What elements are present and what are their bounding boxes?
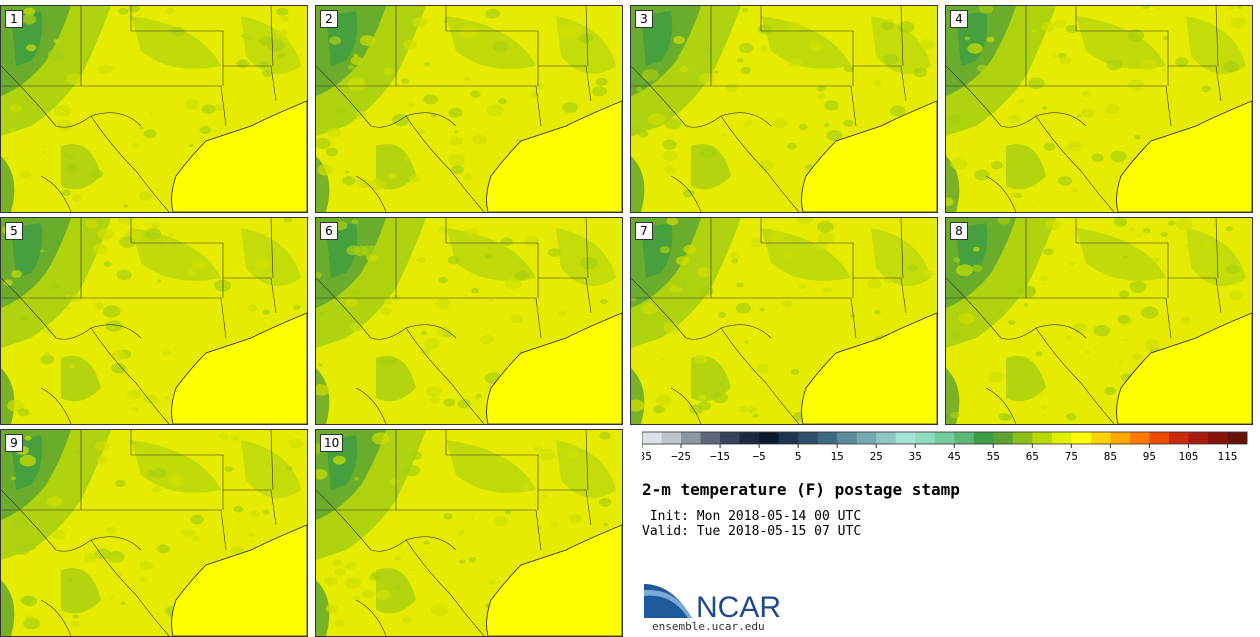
map-panel-1: 1 — [0, 5, 308, 213]
map-panel-4: 4 — [945, 5, 1253, 213]
panel-number-label: 10 — [320, 434, 344, 452]
chart-title: 2-m temperature (F) postage stamp — [642, 480, 960, 499]
panel-number-label: 1 — [5, 10, 23, 28]
colorbar-segment — [895, 432, 916, 444]
colorbar-tick-label: −5 — [752, 450, 765, 463]
colorbar-tick-label: −25 — [671, 450, 691, 463]
panel-number-label: 6 — [320, 222, 338, 240]
colorbar-tick-label: 115 — [1218, 450, 1238, 463]
colorbar-segment — [1071, 432, 1092, 444]
ncar-logo: NCAR — [642, 578, 792, 624]
map-panel-6: 6 — [315, 217, 623, 425]
panel-number-label: 4 — [950, 10, 968, 28]
colorbar-segment — [1149, 432, 1170, 444]
panel-number-label: 9 — [5, 434, 23, 452]
panel-number-label: 8 — [950, 222, 968, 240]
colorbar-segment — [876, 432, 897, 444]
map-panel-8: 8 — [945, 217, 1253, 425]
colorbar-segment — [1032, 432, 1053, 444]
colorbar-tick-label: 5 — [795, 450, 802, 463]
colorbar-segment — [817, 432, 838, 444]
colorbar-border — [642, 431, 1248, 445]
panel-number-label: 3 — [635, 10, 653, 28]
panel-number-label: 5 — [5, 222, 23, 240]
map-panel-2: 2 — [315, 5, 623, 213]
logo-text: NCAR — [696, 591, 781, 620]
colorbar-segment — [720, 432, 741, 444]
colorbar-segment — [739, 432, 760, 444]
colorbar-tick-label: 15 — [831, 450, 844, 463]
map-panel-9: 9 — [0, 429, 308, 637]
colorbar-segment — [1051, 432, 1072, 444]
colorbar-segment — [1227, 432, 1248, 444]
colorbar-segment — [856, 432, 877, 444]
map-panel-10: 10 — [315, 429, 623, 637]
colorbar-tick-label: 75 — [1065, 450, 1078, 463]
colorbar-segment — [1129, 432, 1150, 444]
colorbar-tick-label: 85 — [1104, 450, 1117, 463]
colorbar-tick-label: 45 — [948, 450, 961, 463]
colorbar-segment — [993, 432, 1014, 444]
colorbar-segment — [934, 432, 955, 444]
colorbar-segment — [837, 432, 858, 444]
map-panel-7: 7 — [630, 217, 938, 425]
colorbar-tick-label: 35 — [909, 450, 922, 463]
colorbar-segment — [915, 432, 936, 444]
colorbar-tick-label: 95 — [1143, 450, 1156, 463]
colorbar-segment — [973, 432, 994, 444]
colorbar-segment — [1012, 432, 1033, 444]
valid-time: Valid: Tue 2018-05-15 07 UTC — [642, 524, 862, 539]
colorbar-tick-label: −35 — [642, 450, 652, 463]
colorbar-segment — [778, 432, 799, 444]
colorbar-segment — [1207, 432, 1228, 444]
colorbar-segment — [1188, 432, 1209, 444]
colorbar-segment — [798, 432, 819, 444]
temperature-colorbar: −35 −25 −15 −5 5 15 25 35 45 55 65 75 85 95 105 115 — [642, 431, 1248, 463]
colorbar-segment — [954, 432, 975, 444]
panel-number-label: 7 — [635, 222, 653, 240]
colorbar-segment — [642, 432, 663, 444]
site-url: ensemble.ucar.edu — [652, 620, 765, 633]
colorbar-segment — [1090, 432, 1111, 444]
panel-number-label: 2 — [320, 10, 338, 28]
map-panel-5: 5 — [0, 217, 308, 425]
map-panel-3: 3 — [630, 5, 938, 213]
colorbar-tick-label: 105 — [1179, 450, 1199, 463]
colorbar-segment — [759, 432, 780, 444]
colorbar-tick-label: 55 — [987, 450, 1000, 463]
colorbar-tick-label: −15 — [710, 450, 730, 463]
colorbar-segment — [1168, 432, 1189, 444]
colorbar-tick-label: 65 — [1026, 450, 1039, 463]
colorbar-tick-label: 25 — [870, 450, 883, 463]
colorbar-segment — [661, 432, 682, 444]
colorbar-segment — [700, 432, 721, 444]
colorbar-segment — [681, 432, 702, 444]
colorbar-segment — [1110, 432, 1131, 444]
init-time: Init: Mon 2018-05-14 00 UTC — [642, 509, 862, 524]
